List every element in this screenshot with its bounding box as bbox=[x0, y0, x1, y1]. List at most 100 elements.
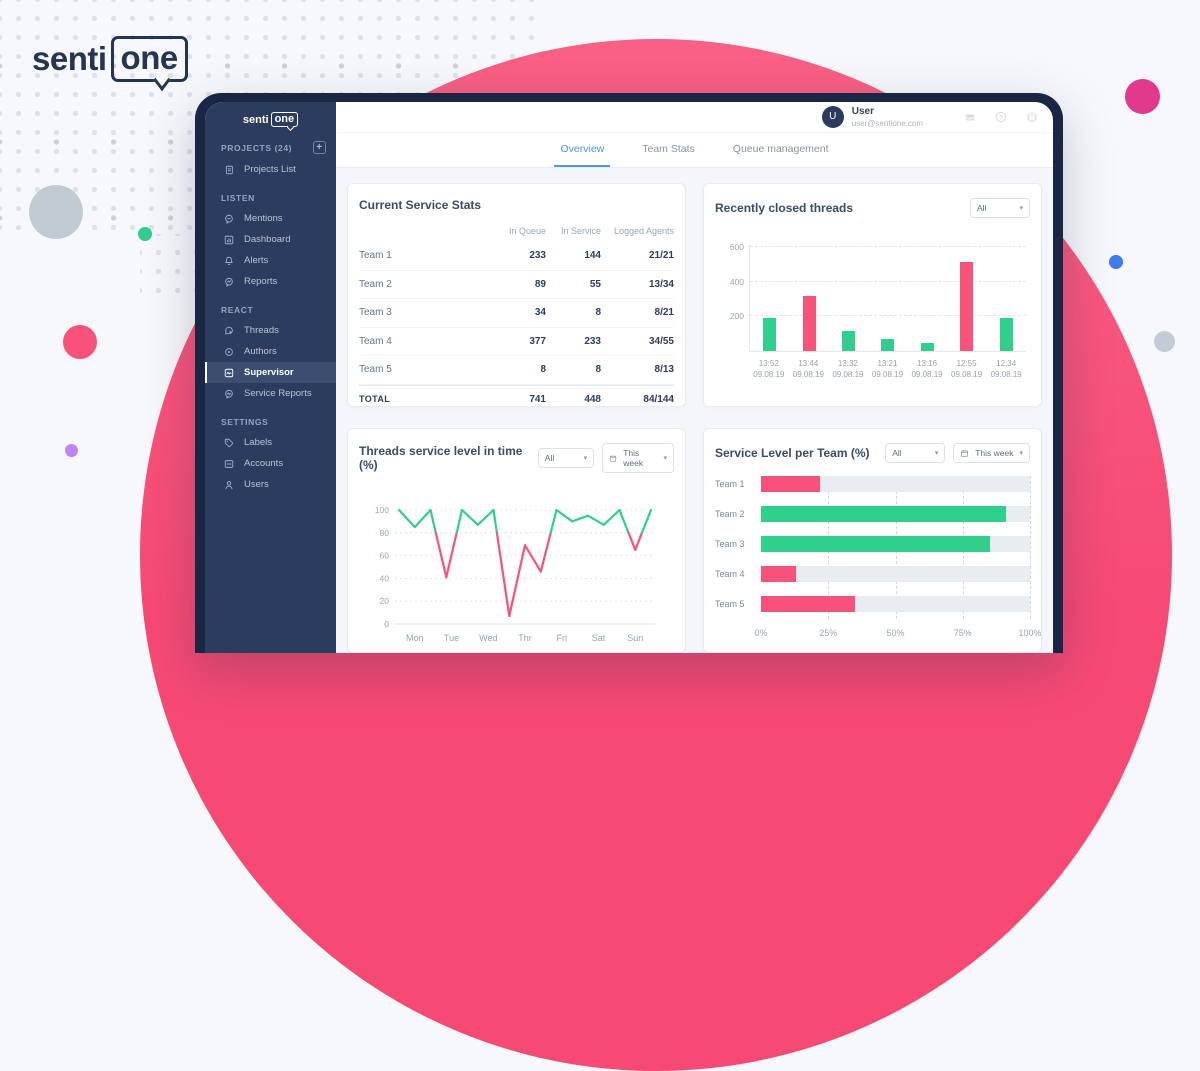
sidebar-item-reports[interactable]: Reports bbox=[205, 271, 336, 292]
calendar-icon bbox=[610, 454, 617, 462]
user-email: user@sentione.com bbox=[851, 118, 923, 128]
line-segment bbox=[413, 508, 432, 529]
inbox-icon[interactable] bbox=[963, 110, 977, 124]
sidebar-item-service-reports[interactable]: Service Reports bbox=[205, 383, 336, 404]
team-name: Team 2 bbox=[359, 278, 392, 290]
sidebar-section-settings: SETTINGS bbox=[205, 417, 336, 427]
react-header-label: REACT bbox=[221, 305, 254, 315]
avatar[interactable]: U bbox=[821, 105, 844, 128]
service-level-per-team-card: Service Level per Team (%) All ▾ This we… bbox=[703, 428, 1042, 653]
filter-select[interactable]: All ▾ bbox=[885, 443, 946, 463]
gray-circle-right bbox=[1154, 331, 1175, 352]
col-in-service: In Service bbox=[560, 226, 601, 236]
sidebar-item-dashboard[interactable]: Dashboard bbox=[205, 229, 336, 250]
agents-value: 21/21 bbox=[648, 250, 674, 262]
line-segment bbox=[492, 508, 498, 534]
bar bbox=[999, 318, 1013, 351]
sidebar-item-label: Projects List bbox=[244, 164, 296, 175]
gridline bbox=[1030, 476, 1031, 619]
sidebar-item-users[interactable]: Users bbox=[205, 474, 336, 495]
y-tick-label: 600 bbox=[729, 242, 744, 252]
power-icon[interactable] bbox=[1025, 110, 1039, 124]
sidebar-item-accounts[interactable]: Accounts bbox=[205, 453, 336, 474]
in-queue-total: 741 bbox=[529, 393, 546, 405]
bar-track bbox=[761, 566, 1030, 582]
x-tick-label: Thr bbox=[518, 633, 532, 643]
user-icon bbox=[225, 480, 233, 489]
x-tick-label: 13:52 09.08.19 bbox=[753, 359, 785, 379]
table-row: Team 2 89 55 13/34 bbox=[359, 271, 674, 299]
help-icon[interactable]: ? bbox=[994, 110, 1008, 124]
tab-overview[interactable]: Overview bbox=[554, 133, 611, 167]
team-label: Team 1 bbox=[715, 479, 745, 489]
line-segment bbox=[397, 508, 416, 529]
bar-fill bbox=[761, 536, 990, 552]
bar bbox=[802, 295, 816, 351]
in-queue-value: 377 bbox=[529, 335, 546, 347]
sidebar-item-mentions[interactable]: Mentions bbox=[205, 208, 336, 229]
team-name: Team 1 bbox=[359, 250, 392, 262]
y-tick-label: 80 bbox=[380, 528, 390, 538]
line-segment bbox=[618, 508, 630, 534]
logo-text-senti: senti bbox=[32, 40, 107, 77]
bar-track bbox=[761, 536, 1030, 552]
agents-value: 34/55 bbox=[648, 335, 674, 347]
magenta-circle-right bbox=[1125, 79, 1160, 114]
add-project-button[interactable]: + bbox=[313, 141, 326, 154]
y-tick-label: 400 bbox=[729, 276, 744, 287]
sidebar-item-supervisor[interactable]: Supervisor bbox=[205, 362, 336, 383]
in-service-value: 233 bbox=[584, 335, 601, 347]
team-name: Team 3 bbox=[359, 307, 392, 319]
logo-speech-bubble: one bbox=[110, 36, 188, 82]
filter-select[interactable]: All ▾ bbox=[537, 448, 595, 468]
tab-team-stats[interactable]: Team Stats bbox=[642, 142, 695, 155]
sidebar-item-projects-list[interactable]: Projects List bbox=[205, 159, 336, 180]
bar-fill bbox=[761, 476, 821, 492]
recently-closed-bar-chart: 200 400 600 13:52 09.08.19 13:44 09.08.19 13:32… bbox=[715, 242, 1030, 381]
svg-text:?: ? bbox=[999, 114, 1003, 121]
in-service-value: 55 bbox=[589, 278, 601, 290]
agents-value: 13/34 bbox=[648, 278, 674, 290]
sidebar-item-label: Authors bbox=[244, 346, 277, 357]
team-bar-row: Team 2 bbox=[715, 506, 1030, 522]
projects-list-icon bbox=[225, 165, 233, 174]
team-label: Team 3 bbox=[715, 539, 745, 549]
agents-value: 8/13 bbox=[654, 364, 674, 376]
line-segment bbox=[523, 544, 542, 573]
topbar-icons: ? bbox=[963, 110, 1039, 124]
sidebar-item-label: Alerts bbox=[244, 255, 269, 266]
filter-select[interactable]: All ▾ bbox=[970, 198, 1030, 218]
y-tick-label: 0 bbox=[384, 619, 389, 629]
card-title: Current Service Stats bbox=[359, 198, 482, 212]
sidebar-section-listen: LISTEN bbox=[205, 193, 336, 203]
sentione-logo: senti one bbox=[32, 36, 188, 82]
authors-icon bbox=[225, 347, 233, 356]
sidebar-item-threads[interactable]: Threads bbox=[205, 320, 336, 341]
user-topbar: U User user@sentione.com ? bbox=[336, 102, 1053, 133]
sidebar-item-authors[interactable]: Authors bbox=[205, 341, 336, 362]
range-value: This week bbox=[975, 448, 1014, 458]
gray-circle-left bbox=[29, 185, 83, 239]
sidebar-logo-senti: senti bbox=[242, 113, 269, 126]
x-tick-label: 13:44 09.08.19 bbox=[792, 359, 824, 379]
sidebar-logo-bubble: one bbox=[270, 112, 299, 127]
line-segment bbox=[539, 531, 552, 573]
sidebar-item-labels[interactable]: Labels bbox=[205, 432, 336, 453]
in-service-total: 448 bbox=[584, 393, 601, 405]
line-segment bbox=[434, 531, 448, 579]
tab-queue-management[interactable]: Queue management bbox=[732, 142, 829, 155]
line-segment bbox=[495, 531, 511, 618]
line-segment bbox=[460, 508, 479, 526]
y-tick-label: 20 bbox=[380, 596, 390, 606]
filter-value: All bbox=[977, 203, 987, 213]
x-tick-label: Tue bbox=[444, 633, 459, 643]
blue-dot-right bbox=[1109, 255, 1123, 269]
y-tick-label: 200 bbox=[729, 311, 744, 322]
line-segment bbox=[586, 514, 605, 526]
sidebar-item-alerts[interactable]: Alerts bbox=[205, 250, 336, 271]
threads-icon bbox=[225, 326, 233, 334]
date-range-select[interactable]: This week ▾ bbox=[953, 443, 1030, 463]
bar bbox=[960, 261, 974, 351]
in-queue-value: 34 bbox=[534, 307, 546, 319]
date-range-select[interactable]: This week ▾ bbox=[602, 443, 674, 473]
